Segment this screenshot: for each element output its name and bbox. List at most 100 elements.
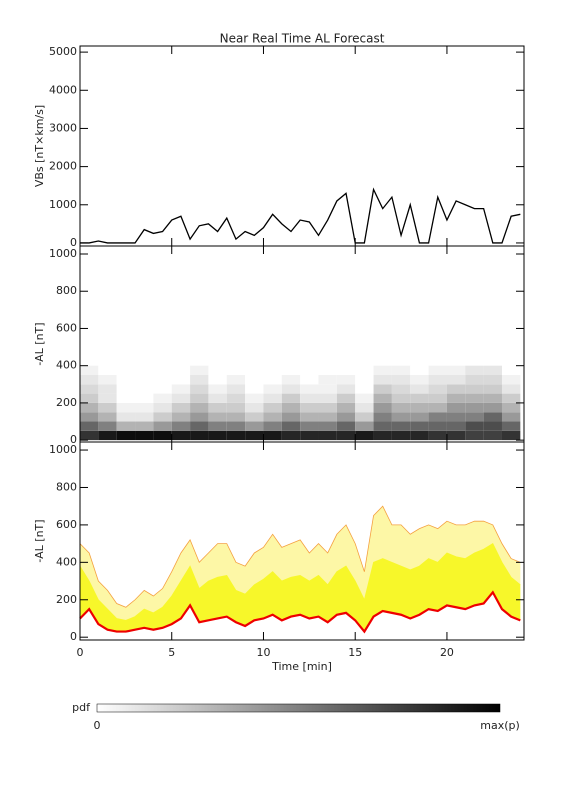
heat-cell [428, 374, 447, 385]
panel-frame [79, 45, 525, 247]
y-tick-label: 600 [56, 518, 77, 531]
heat-cell [483, 365, 502, 375]
heat-cell [446, 384, 466, 394]
heat-cell [190, 430, 209, 441]
heat-cell [355, 402, 374, 413]
heat-cell [501, 421, 521, 431]
heat-cell [208, 384, 227, 394]
heat-cell [391, 365, 411, 375]
heat-cell [281, 393, 301, 403]
panel [80, 187, 521, 244]
heat-cell [171, 384, 191, 394]
heat-cell [446, 421, 466, 431]
colorbar-low: 0 [94, 719, 101, 732]
x-tick-label: 15 [348, 646, 362, 659]
heat-cell [98, 430, 117, 441]
heat-cell [336, 402, 356, 413]
heat-cell [300, 402, 319, 413]
heat-cell [300, 365, 319, 375]
y-tick-label: 200 [56, 593, 77, 606]
heat-cell [355, 421, 374, 431]
y-tick-label: 600 [56, 321, 77, 334]
heat-cell [135, 374, 154, 385]
heat-cell [446, 430, 466, 441]
heat-cell [208, 412, 227, 422]
heat-cell [410, 430, 429, 441]
heat-cell [428, 421, 447, 431]
heat-cell [336, 412, 356, 422]
heat-cell [226, 365, 246, 375]
y-tick-label: 0 [70, 236, 77, 249]
heat-cell [190, 365, 209, 375]
heat-cell [281, 365, 301, 375]
heat-cell [355, 365, 374, 375]
heat-cell [501, 412, 521, 422]
heat-cell [208, 365, 227, 375]
heat-cell [80, 430, 99, 441]
heat-cell [318, 412, 337, 422]
heat-cell [80, 365, 99, 375]
heat-cell [318, 384, 337, 394]
panel-frame [79, 441, 525, 641]
heat-cell [336, 421, 356, 431]
heat-cell [300, 393, 319, 403]
heat-cell [355, 412, 374, 422]
heat-cell [263, 384, 282, 394]
heat-cell [355, 430, 374, 441]
heat-cell [336, 374, 356, 385]
heat-cell [410, 402, 429, 413]
heat-cell [501, 402, 521, 413]
heat-cell [391, 421, 411, 431]
heat-cell [446, 402, 466, 413]
y-axis-label: -AL [nT] [33, 519, 46, 562]
heat-cell [135, 430, 154, 441]
heat-cell [355, 393, 374, 403]
heat-cell [428, 393, 447, 403]
colorbar-high: max(p) [480, 719, 520, 732]
heat-cell [171, 430, 191, 441]
heat-cell [98, 421, 117, 431]
heat-cell [80, 393, 99, 403]
heat-cell [135, 402, 154, 413]
colorbar [96, 703, 501, 713]
heat-cell [135, 365, 154, 375]
heat-cell [98, 393, 117, 403]
heat-cell [281, 402, 301, 413]
heat-cell [135, 421, 154, 431]
heat-cell [300, 430, 319, 441]
heat-cell [373, 393, 392, 403]
heat-cell [263, 402, 282, 413]
heat-cell [281, 430, 301, 441]
heat-cell [171, 374, 191, 385]
heat-cell [171, 402, 191, 413]
heat-cell [483, 393, 502, 403]
heat-cell [116, 393, 136, 403]
heat-cell [465, 421, 484, 431]
heat-cell [226, 402, 246, 413]
heat-cell [226, 393, 246, 403]
heat-cell [208, 374, 227, 385]
heat-cell [263, 421, 282, 431]
heat-cell [410, 365, 429, 375]
heat-cell [300, 374, 319, 385]
y-tick-label: 400 [56, 359, 77, 372]
heat-cell [501, 393, 521, 403]
heat-cell [391, 374, 411, 385]
heat-cell [373, 365, 392, 375]
heat-cell [153, 393, 172, 403]
heat-cell [410, 412, 429, 422]
heat-cell [98, 365, 117, 375]
y-tick-label: 800 [56, 284, 77, 297]
heat-cell [281, 384, 301, 394]
heat-cell [373, 430, 392, 441]
heat-cell [190, 374, 209, 385]
heat-cell [355, 384, 374, 394]
chart-title: Near Real Time AL Forecast [220, 32, 385, 46]
heat-cell [501, 430, 521, 441]
y-tick-label: 2000 [49, 160, 77, 173]
heat-cell [300, 421, 319, 431]
heat-cell [410, 384, 429, 394]
heat-cell [208, 393, 227, 403]
heat-cell [98, 374, 117, 385]
heat-cell [190, 384, 209, 394]
